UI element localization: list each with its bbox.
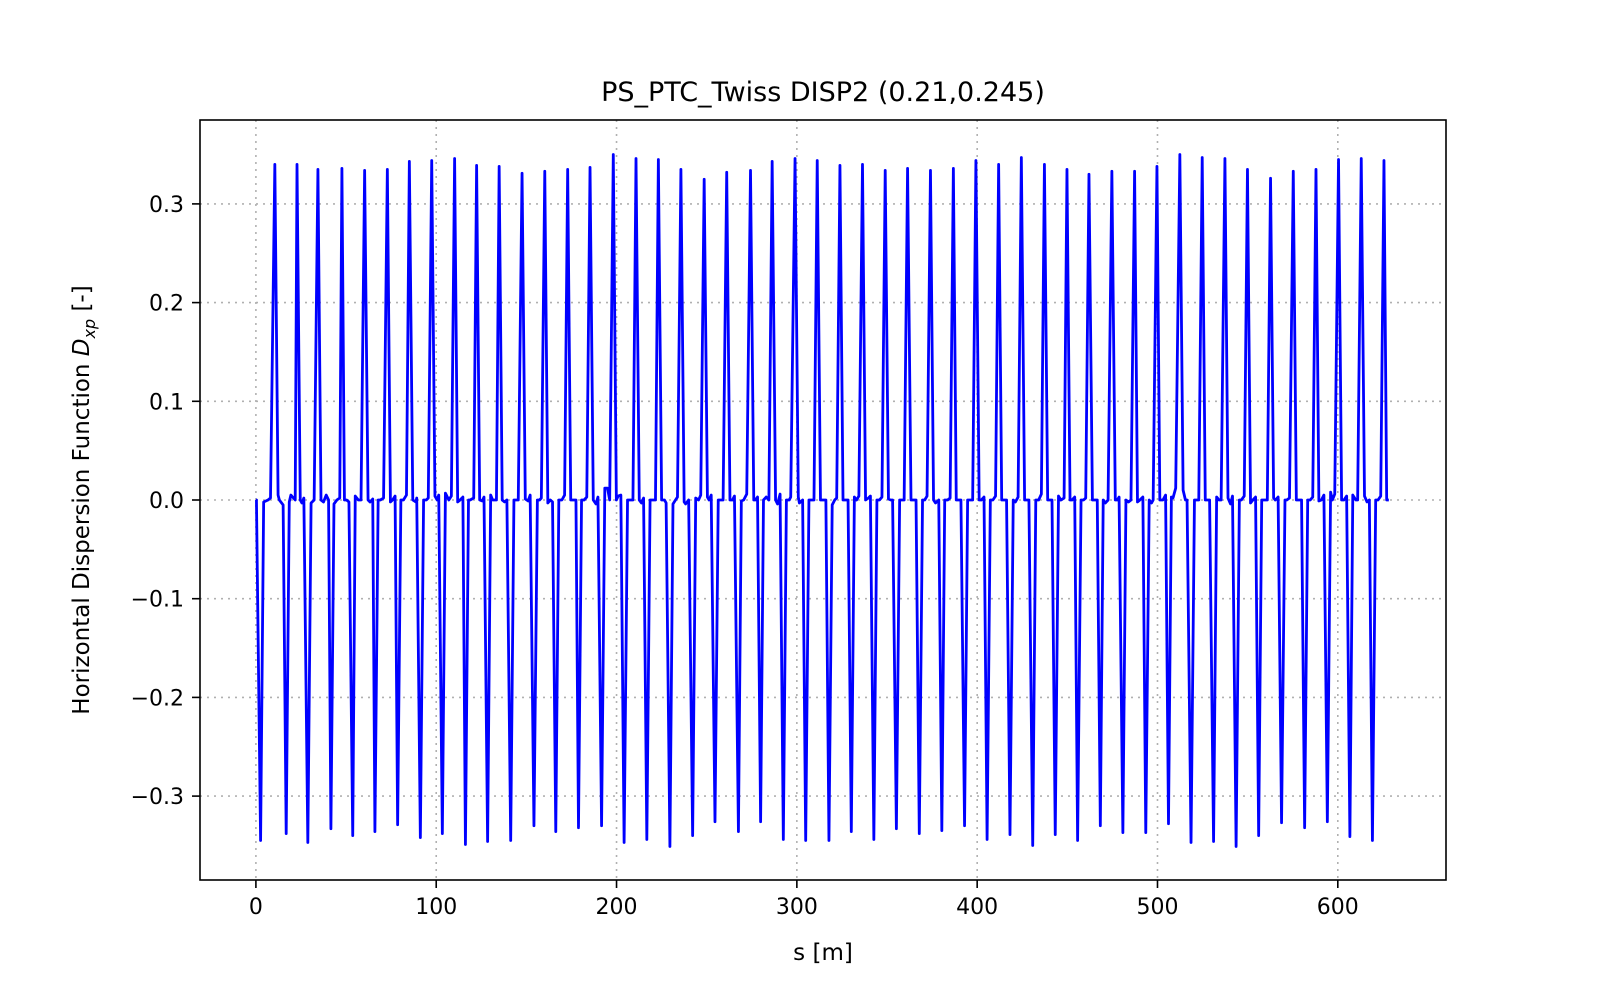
- x-tick-label: 300: [776, 895, 818, 920]
- dispersion-series-line: [255, 153, 1389, 848]
- y-tick-label: 0.1: [149, 390, 184, 415]
- y-tick-label: 0.0: [149, 489, 184, 514]
- series-layer: [255, 153, 1389, 848]
- x-tick-label: 500: [1136, 895, 1178, 920]
- y-tick-label: −0.1: [131, 588, 184, 613]
- y-axis-label-unit: [-]: [69, 285, 95, 319]
- x-tick-label: 0: [249, 895, 263, 920]
- y-axis-label-main: Horizontal Dispersion Function: [69, 356, 95, 715]
- y-axis-label: Horizontal Dispersion Function Dxp [-]: [69, 285, 99, 714]
- x-tick-label: 400: [956, 895, 998, 920]
- x-tick-label: 100: [415, 895, 457, 920]
- y-axis-label-subscript: xp: [80, 319, 99, 340]
- x-axis-label: s [m]: [793, 940, 853, 966]
- x-tick-label: 200: [596, 895, 638, 920]
- y-axis-label-symbol: D: [69, 338, 95, 356]
- y-tick-label: −0.2: [131, 686, 184, 711]
- chart-title: PS_PTC_Twiss DISP2 (0.21,0.245): [601, 77, 1045, 108]
- y-tick-label: 0.3: [149, 193, 184, 218]
- y-tick-label: −0.3: [131, 785, 184, 810]
- y-tick-label: 0.2: [149, 292, 184, 317]
- x-axis-ticks: 0 100 200 300 400 500 600: [249, 880, 1359, 920]
- y-axis-ticks: −0.3 −0.2 −0.1 0.0 0.1 0.2 0.3: [131, 193, 200, 810]
- x-tick-label: 600: [1317, 895, 1359, 920]
